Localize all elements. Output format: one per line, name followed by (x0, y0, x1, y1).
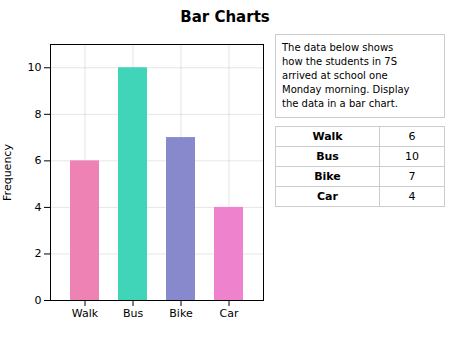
html-text:6: 6 (408, 130, 416, 143)
html-text:Bar Charts: Bar Charts (180, 8, 270, 26)
svg-text:Bus: Bus (123, 307, 144, 320)
svg-text:4: 4 (35, 201, 42, 214)
html-text:Bike: Bike (314, 170, 341, 183)
svg-text:8: 8 (35, 108, 42, 121)
svg-text:Bike: Bike (169, 307, 193, 320)
svg-text:0: 0 (35, 294, 42, 307)
html-text:7: 7 (408, 170, 416, 183)
html-text:Bus: Bus (316, 150, 339, 163)
svg-text:6: 6 (35, 154, 42, 167)
html-text:Walk: Walk (312, 130, 343, 143)
svg-text:Walk: Walk (72, 307, 99, 320)
svg-text:Car: Car (220, 307, 239, 320)
svg-text:Frequency: Frequency (1, 144, 14, 201)
html-text:The data below shows how the s: The data below shows how the students in… (282, 42, 410, 109)
html-text:10: 10 (405, 150, 419, 163)
svg-text:2: 2 (35, 247, 42, 260)
html-text:Car: Car (317, 190, 338, 203)
svg-text:10: 10 (28, 61, 42, 74)
html-text:4: 4 (408, 190, 416, 203)
